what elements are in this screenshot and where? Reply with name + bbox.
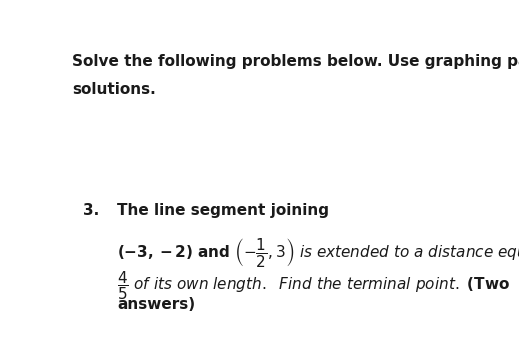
Text: The line segment joining: The line segment joining (117, 203, 329, 218)
Text: answers): answers) (117, 297, 195, 312)
Text: Solve the following problems below. Use graphing paper in your: Solve the following problems below. Use … (72, 54, 519, 69)
Text: $\mathbf{(-3,-2)}$ $\mathbf{and}$ $\left(-\dfrac{1}{2},3\right)$ $\it{is\ extend: $\mathbf{(-3,-2)}$ $\mathbf{and}$ $\left… (117, 236, 519, 269)
Text: $\dfrac{4}{5}$ $\it{of\ its\ own\ length.\ \ Find\ the\ terminal\ point.}$ $\mat: $\dfrac{4}{5}$ $\it{of\ its\ own\ length… (117, 269, 510, 302)
Text: solutions.: solutions. (72, 83, 156, 98)
Text: 3.: 3. (83, 203, 99, 218)
